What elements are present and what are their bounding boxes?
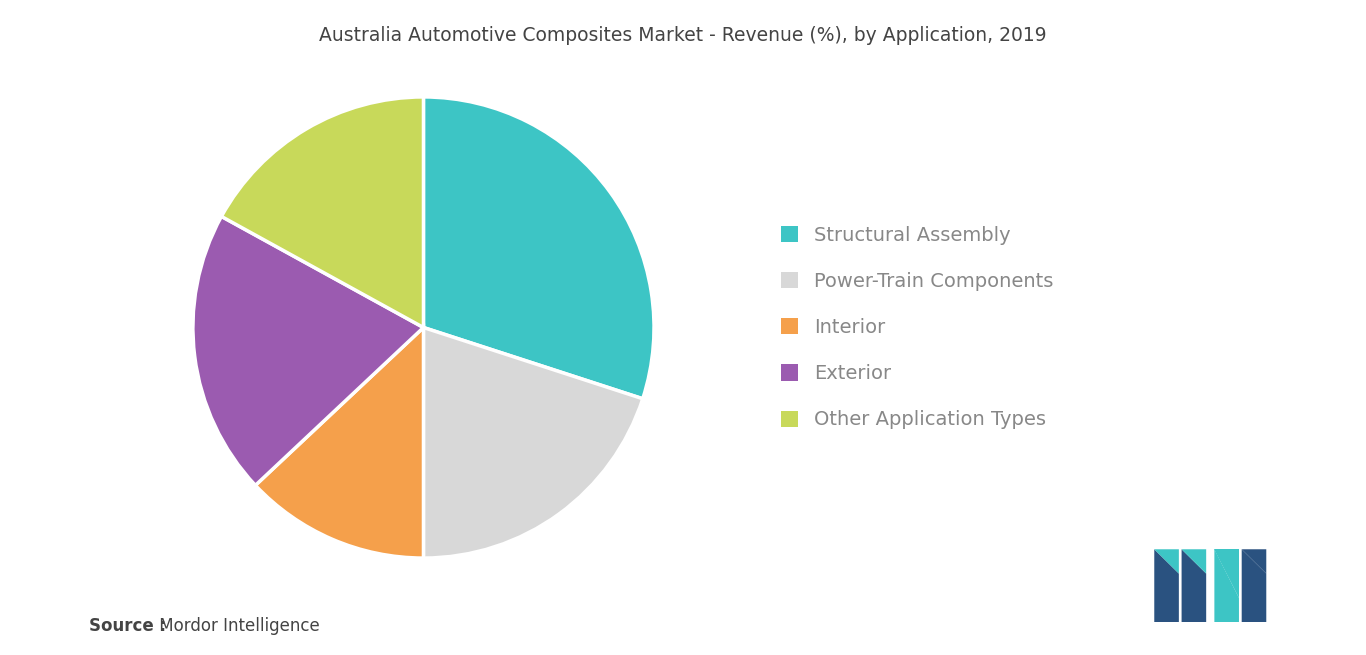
- Legend: Structural Assembly, Power-Train Components, Interior, Exterior, Other Applicati: Structural Assembly, Power-Train Compone…: [781, 225, 1053, 430]
- Polygon shape: [1154, 550, 1179, 622]
- Wedge shape: [255, 328, 423, 558]
- Polygon shape: [1214, 550, 1239, 622]
- Wedge shape: [221, 97, 423, 328]
- Polygon shape: [1242, 550, 1266, 622]
- Polygon shape: [1182, 550, 1206, 622]
- Wedge shape: [193, 216, 423, 485]
- Polygon shape: [1242, 550, 1266, 574]
- Text: Source :: Source :: [89, 618, 165, 635]
- Polygon shape: [1214, 550, 1239, 598]
- Polygon shape: [1154, 550, 1179, 574]
- Wedge shape: [423, 97, 654, 399]
- Polygon shape: [1182, 550, 1206, 574]
- Text: Mordor Intelligence: Mordor Intelligence: [154, 618, 320, 635]
- Wedge shape: [423, 328, 643, 558]
- Text: Australia Automotive Composites Market - Revenue (%), by Application, 2019: Australia Automotive Composites Market -…: [320, 26, 1046, 45]
